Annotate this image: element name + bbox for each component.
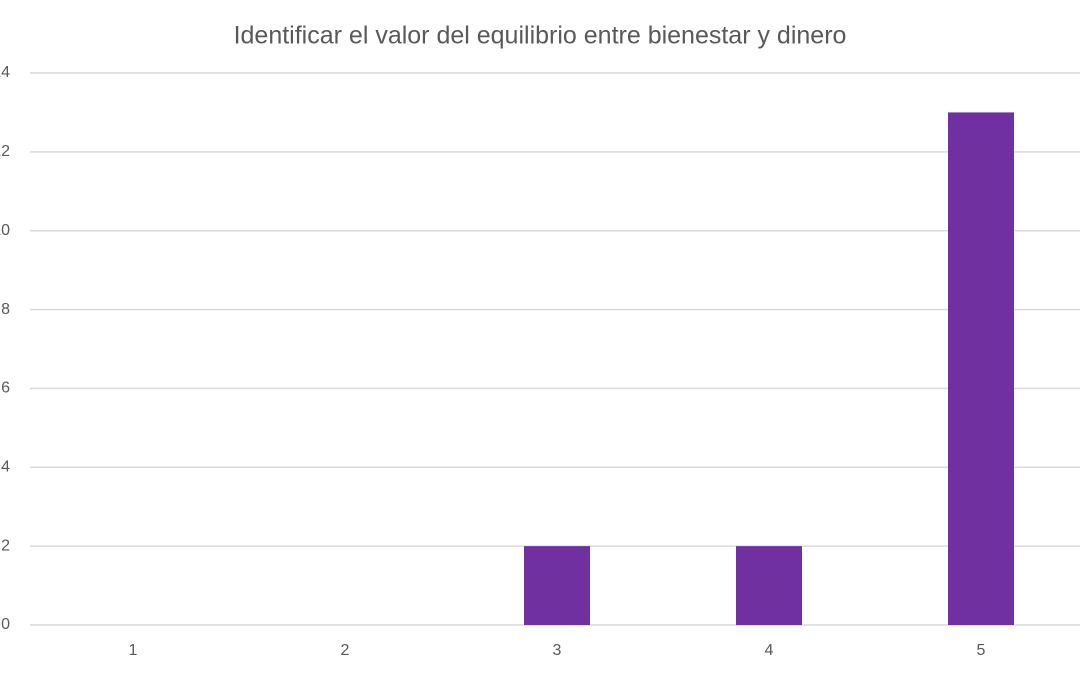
y-tick-label: 2 [1, 537, 10, 554]
x-tick-label: 4 [765, 642, 774, 659]
bar [948, 112, 1014, 625]
x-tick-label: 5 [977, 642, 986, 659]
bar [736, 546, 802, 625]
y-tick-label: 8 [1, 301, 10, 318]
x-tick-label: 3 [553, 642, 562, 659]
y-tick-label: 0 [1, 616, 10, 633]
x-tick-label: 2 [341, 642, 350, 659]
chart-title: Identificar el valor del equilibrio entr… [234, 22, 847, 50]
y-tick-label: 12 [0, 143, 10, 160]
x-tick-label: 1 [129, 642, 138, 659]
y-tick-label: 14 [0, 64, 10, 81]
bar [524, 546, 590, 625]
y-tick-label: 4 [1, 459, 10, 476]
y-tick-label: 6 [1, 380, 10, 397]
y-tick-label: 10 [0, 222, 10, 239]
